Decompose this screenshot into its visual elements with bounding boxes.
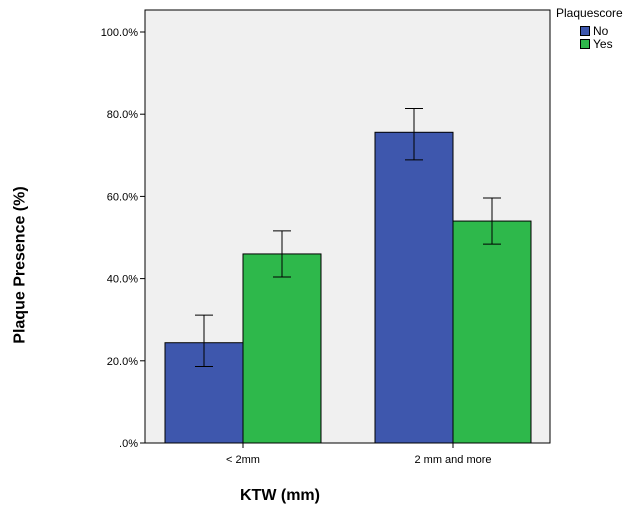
bars: [164, 107, 532, 444]
legend-label-yes: Yes: [593, 36, 613, 51]
legend-item-yes: Yes: [580, 36, 623, 51]
y-tick-label: 20.0%: [107, 356, 138, 368]
y-tick-label: 80.0%: [107, 109, 138, 121]
y-tick-label: 60.0%: [107, 191, 138, 203]
x-axis: < 2mm 2 mm and more: [226, 443, 492, 466]
x-tick-label: 2 mm and more: [414, 454, 491, 466]
bar-yes: [452, 220, 532, 444]
y-axis-title-wrap: Plaque Presence (%): [4, 186, 38, 343]
y-tick-label: 100.0%: [101, 27, 139, 39]
y-axis: .0% 20.0% 40.0% 60.0% 80.0% 100.0%: [101, 27, 145, 450]
legend-label-no: No: [593, 23, 609, 38]
y-axis-title: Plaque Presence (%): [12, 186, 29, 344]
bar-no: [374, 131, 454, 444]
legend-title: Plaquescore: [556, 6, 623, 20]
y-tick-label: .0%: [119, 438, 138, 450]
bar-yes: [242, 253, 322, 444]
legend-swatch-no: [580, 25, 590, 36]
x-axis-title: KTW (mm): [240, 487, 320, 504]
x-tick-label: < 2mm: [226, 454, 260, 466]
y-tick-label: 40.0%: [107, 274, 138, 286]
legend: Plaquescore No Yes: [556, 6, 623, 51]
legend-item-no: No: [580, 23, 623, 38]
legend-swatch-yes: [580, 38, 590, 49]
